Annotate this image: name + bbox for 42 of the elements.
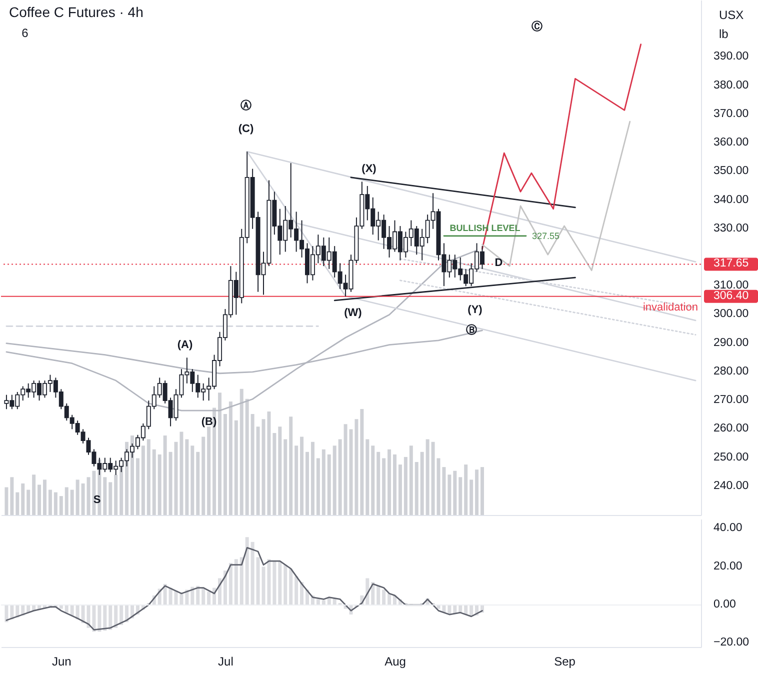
y-tick-label: 340.00	[714, 194, 749, 206]
y-tick-label: 310.00	[714, 280, 749, 292]
y-tick-label: 360.00	[714, 136, 749, 149]
chart-title: Coffee C Futures · 4h	[9, 4, 144, 20]
y-tick-label: 270.00	[714, 394, 749, 406]
annotation: (B)	[201, 416, 217, 428]
y-tick-label: −20.00	[714, 636, 749, 649]
annotation: S	[93, 494, 101, 506]
annotation: (A)	[177, 339, 193, 351]
y-tick-label: 306.40	[714, 290, 749, 302]
y-tick-label: 240.00	[714, 480, 749, 492]
ref-line-label: invalidation	[642, 301, 698, 314]
x-tick-label: Jul	[218, 654, 234, 668]
y-tick-label: 260.00	[714, 422, 749, 435]
y-tick-label: 250.00	[714, 451, 749, 464]
y-tick-label: 330.00	[714, 222, 749, 234]
y-tick-label: 317.65	[714, 258, 749, 270]
text: USX	[719, 8, 744, 22]
annotation: (Y)	[468, 304, 483, 316]
annotation: 6	[22, 26, 29, 40]
x-tick-label: Sep	[554, 654, 576, 668]
y-tick-label: 290.00	[714, 336, 749, 349]
y-tick-label: 350.00	[714, 165, 749, 178]
y-tick-label: 20.00	[714, 560, 742, 572]
x-tick-label: Aug	[384, 654, 406, 668]
y-tick-label: 280.00	[714, 365, 749, 378]
annotation: Ⓑ	[466, 323, 477, 336]
y-tick-label: 390.00	[714, 50, 749, 63]
data-label: 327.55	[532, 230, 560, 241]
annotation: (C)	[238, 123, 254, 135]
annotation: (X)	[362, 163, 377, 175]
y-tick-label: 300.00	[714, 308, 749, 320]
y-tick-label: 370.00	[714, 108, 749, 120]
text: lb	[719, 27, 729, 41]
y-tick-label: 0.00	[714, 598, 736, 610]
annotation: D	[494, 257, 503, 270]
x-tick-label: Jun	[52, 654, 72, 668]
annotation: Ⓒ	[532, 20, 542, 33]
annotation: (W)	[344, 307, 362, 319]
y-tick-label: 40.00	[714, 522, 742, 534]
y-tick-label: 380.00	[714, 79, 749, 92]
annotation: Ⓐ	[240, 99, 252, 112]
